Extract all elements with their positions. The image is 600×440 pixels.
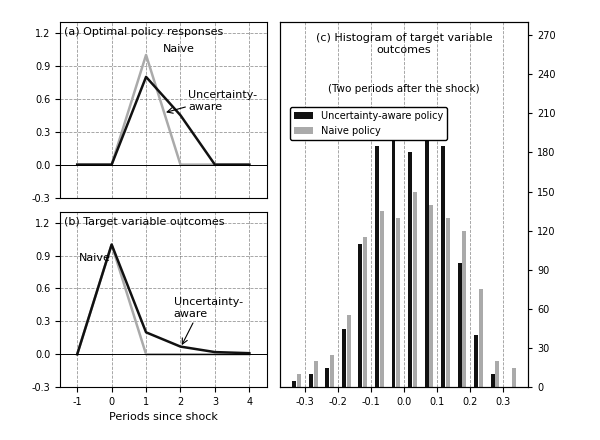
Bar	[396, 218, 400, 387]
Bar	[474, 335, 478, 387]
Text: (Two periods after the shock): (Two periods after the shock)	[328, 84, 480, 94]
Bar	[325, 368, 329, 387]
Bar	[495, 361, 499, 387]
Text: (b) Target variable outcomes: (b) Target variable outcomes	[64, 217, 224, 227]
Bar	[479, 290, 483, 387]
Text: Naive: Naive	[79, 253, 111, 263]
Bar	[413, 191, 416, 387]
Legend: Uncertainty-aware policy, Naive policy: Uncertainty-aware policy, Naive policy	[290, 107, 447, 140]
Bar	[491, 374, 494, 387]
Text: Uncertainty-
aware: Uncertainty- aware	[188, 90, 257, 112]
Bar	[363, 237, 367, 387]
Text: (c) Histogram of target variable
outcomes: (c) Histogram of target variable outcome…	[316, 33, 493, 55]
Bar	[292, 381, 296, 387]
Text: Naive: Naive	[163, 44, 195, 54]
Text: Uncertainty-
aware: Uncertainty- aware	[173, 297, 243, 319]
Bar	[358, 244, 362, 387]
Bar	[408, 152, 412, 387]
Bar	[392, 139, 395, 387]
Bar	[446, 218, 449, 387]
Bar	[462, 231, 466, 387]
Text: (a) Optimal policy responses: (a) Optimal policy responses	[64, 27, 223, 37]
Bar	[314, 361, 317, 387]
Bar	[458, 263, 461, 387]
Bar	[429, 205, 433, 387]
Bar	[425, 133, 428, 387]
Bar	[441, 146, 445, 387]
X-axis label: Periods since shock: Periods since shock	[109, 412, 218, 422]
Bar	[342, 329, 346, 387]
Bar	[512, 368, 516, 387]
Bar	[330, 355, 334, 387]
Bar	[375, 146, 379, 387]
Bar	[297, 374, 301, 387]
Bar	[309, 374, 313, 387]
Bar	[380, 211, 383, 387]
Bar	[347, 315, 350, 387]
